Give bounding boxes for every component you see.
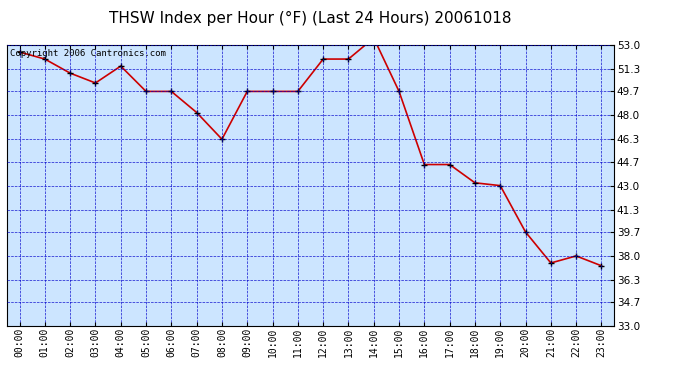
Text: THSW Index per Hour (°F) (Last 24 Hours) 20061018: THSW Index per Hour (°F) (Last 24 Hours)… [109,11,512,26]
Text: Copyright 2006 Cantronics.com: Copyright 2006 Cantronics.com [10,49,166,58]
